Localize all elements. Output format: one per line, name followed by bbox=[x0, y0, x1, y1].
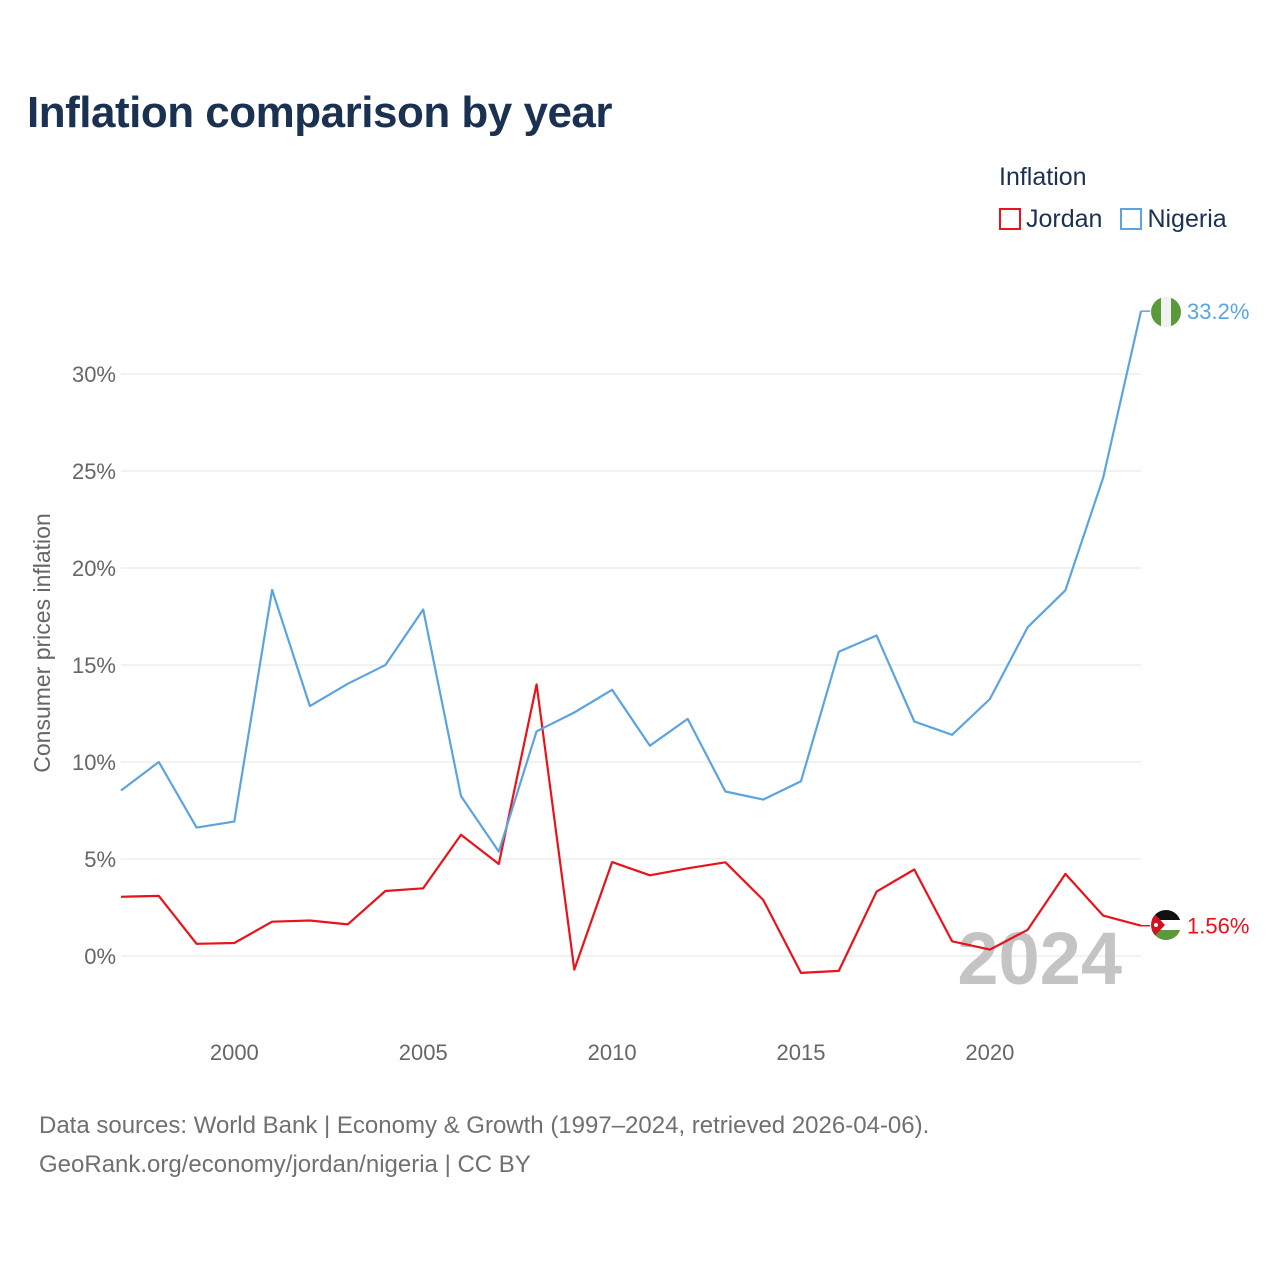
legend-swatch-jordan bbox=[999, 208, 1021, 230]
chart-title: Inflation comparison by year bbox=[27, 88, 613, 137]
x-tick-label: 2020 bbox=[965, 1040, 1014, 1065]
y-tick-label: 15% bbox=[72, 653, 116, 678]
legend: Inflation Jordan Nigeria bbox=[999, 162, 1245, 234]
y-tick-label: 25% bbox=[72, 459, 116, 484]
source-line: Data sources: World Bank | Economy & Gro… bbox=[39, 1112, 930, 1139]
legend-item-jordan[interactable]: Jordan bbox=[999, 204, 1102, 234]
x-tick-label: 2005 bbox=[399, 1040, 448, 1065]
x-tick-label: 2000 bbox=[210, 1040, 259, 1065]
y-tick-label: 10% bbox=[72, 750, 116, 775]
nigeria-flag-icon bbox=[1151, 297, 1181, 327]
x-tick-label: 2010 bbox=[588, 1040, 637, 1065]
current-year-watermark: 2024 bbox=[957, 917, 1122, 1000]
series-line-nigeria[interactable] bbox=[120, 310, 1143, 853]
legend-label-nigeria: Nigeria bbox=[1147, 205, 1227, 233]
url-line[interactable]: GeoRank.org/economy/jordan/nigeria | CC … bbox=[39, 1151, 531, 1178]
legend-item-nigeria[interactable]: Nigeria bbox=[1120, 204, 1227, 234]
x-tick-label: 2015 bbox=[777, 1040, 826, 1065]
y-tick-label: 5% bbox=[84, 847, 116, 872]
end-label-nigeria: 33.2% bbox=[1187, 299, 1249, 324]
legend-title: Inflation bbox=[999, 163, 1087, 191]
end-label-jordan: 1.56% bbox=[1187, 914, 1249, 939]
legend-swatch-nigeria bbox=[1120, 208, 1143, 230]
source-note: Data sources: World Bank | Economy & Gro… bbox=[39, 1106, 929, 1184]
y-axis-label: Consumer prices inflation bbox=[29, 513, 55, 773]
jordan-flag-icon bbox=[1151, 910, 1181, 940]
series-line-jordan[interactable] bbox=[120, 683, 1142, 975]
legend-label-jordan: Jordan bbox=[1026, 205, 1103, 233]
y-tick-label: 20% bbox=[72, 556, 116, 581]
y-tick-label: 0% bbox=[84, 944, 116, 969]
y-tick-label: 30% bbox=[72, 362, 116, 387]
